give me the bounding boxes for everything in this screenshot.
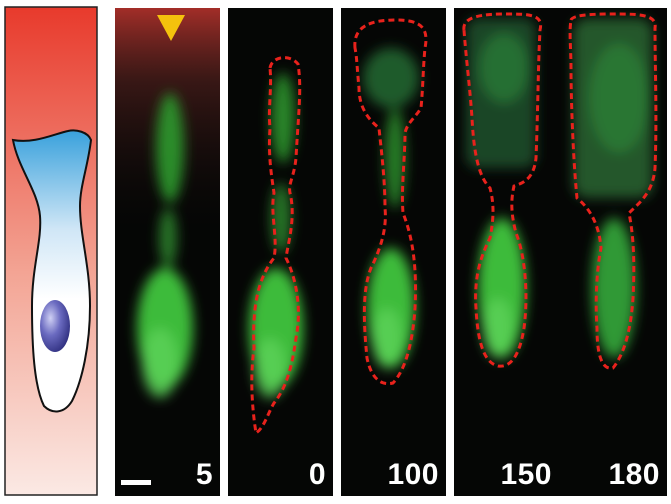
- time-label: 150: [500, 458, 552, 491]
- cell-fluorescence: [466, 18, 536, 358]
- cell-fluorescence: [249, 73, 303, 398]
- microscopy-frame: 0: [228, 8, 333, 496]
- microscopy-frame: 100: [341, 8, 446, 496]
- cell-contour: [462, 12, 543, 368]
- time-label: 100: [387, 458, 439, 491]
- time-label: 180: [608, 458, 660, 491]
- microscopy-frame: 5: [115, 8, 220, 496]
- cell-contour: [250, 56, 302, 436]
- cell-outline: [11, 129, 93, 413]
- time-label: 5: [195, 458, 213, 491]
- frame-1-image: [115, 8, 220, 496]
- cell-fluorescence: [573, 18, 653, 358]
- cell-contour: [353, 18, 428, 386]
- frame-2-image: [249, 56, 303, 436]
- frame-4-image: [462, 12, 543, 368]
- pipette-marker-icon: [157, 15, 185, 41]
- schematic-svg: [4, 6, 98, 496]
- time-label: 0: [308, 458, 326, 491]
- cell-fluorescence: [363, 48, 419, 368]
- scale-bar: [121, 480, 151, 485]
- frame-5-image: [568, 12, 658, 370]
- cell-fluorescence: [137, 93, 193, 398]
- microscopy-frame: 180: [559, 8, 667, 496]
- schematic-panel: [4, 6, 98, 496]
- cell-contour: [568, 12, 658, 370]
- microscopy-frame: 150: [454, 8, 559, 496]
- frame-3-image: [353, 18, 428, 386]
- nucleus: [40, 300, 70, 352]
